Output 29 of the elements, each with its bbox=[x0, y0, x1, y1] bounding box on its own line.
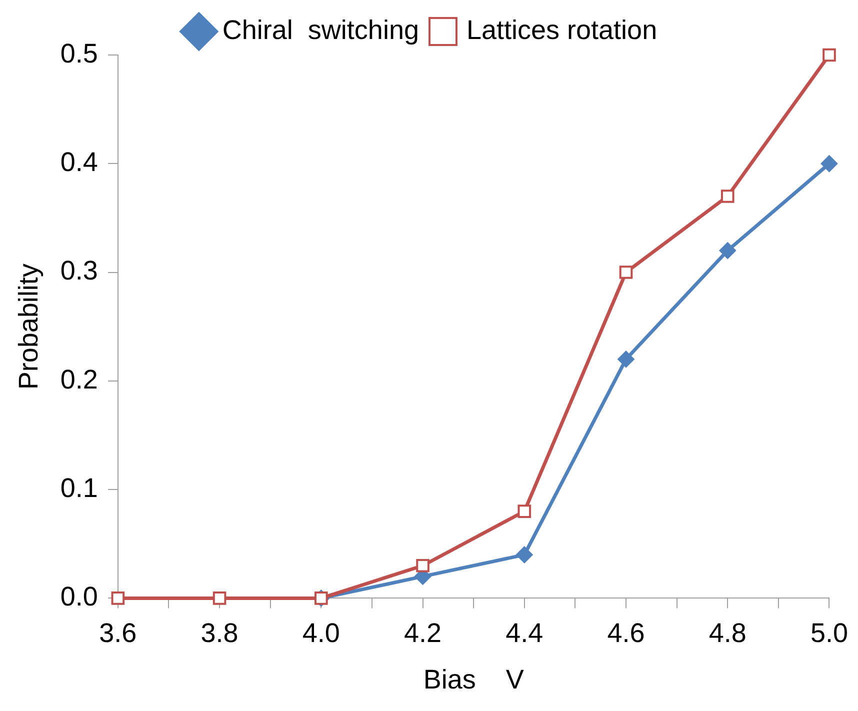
point bbox=[822, 48, 836, 62]
y-tick-label: 0.0 bbox=[60, 582, 98, 612]
point bbox=[619, 266, 633, 279]
x-tick-label: 4.0 bbox=[302, 618, 340, 648]
y-tick-label: 0.2 bbox=[60, 364, 98, 394]
x-tick-label: 4.8 bbox=[708, 618, 746, 648]
point bbox=[719, 242, 736, 260]
x-tick-label: 4.2 bbox=[404, 618, 442, 648]
legend-label: Lattices rotation bbox=[466, 14, 658, 45]
point bbox=[820, 155, 838, 172]
y-tick-label: 0.3 bbox=[60, 256, 98, 286]
point bbox=[111, 592, 125, 605]
point bbox=[720, 190, 734, 203]
x-tick-label: 4.4 bbox=[506, 618, 544, 648]
x-axis-title: Bias V bbox=[423, 664, 524, 694]
x-tick-label: 4.6 bbox=[607, 618, 645, 648]
point bbox=[518, 504, 532, 518]
x-tick-label: 3.8 bbox=[200, 618, 238, 648]
legend-label: Chiral switching bbox=[222, 14, 419, 45]
y-tick-label: 0.4 bbox=[60, 147, 98, 178]
y-tick-label: 0.1 bbox=[60, 473, 98, 504]
x-tick-label: 5.0 bbox=[810, 618, 848, 648]
y-tick-label: 0.5 bbox=[60, 38, 98, 68]
y-axis-title: Probability bbox=[14, 263, 44, 390]
x-tick-label: 3.6 bbox=[99, 618, 137, 648]
point bbox=[516, 546, 533, 564]
point bbox=[416, 558, 430, 572]
point bbox=[212, 592, 226, 605]
point bbox=[618, 350, 635, 368]
